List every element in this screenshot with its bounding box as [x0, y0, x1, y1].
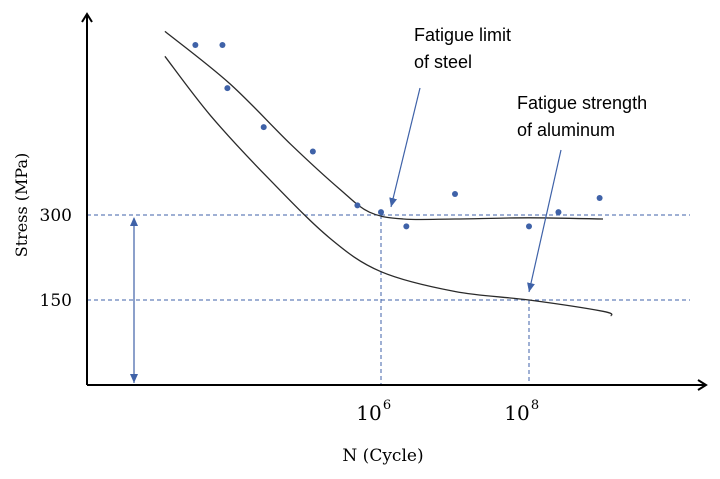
data-point-4	[309, 148, 316, 155]
y-axis-label: Stress (MPa)	[12, 153, 31, 257]
series-curve-1	[164, 30, 604, 221]
annotations: Fatigue limit of steel Fatigue strength of …	[389, 25, 647, 293]
x-tick-label-10-6: 10	[356, 401, 381, 425]
annotation-line-1-1: of aluminum	[517, 120, 615, 140]
annotation-line-1-0: Fatigue strength	[517, 93, 647, 113]
y-tick-label-150: 150	[40, 291, 72, 311]
x-tick-exponent-6: 6	[383, 398, 391, 413]
x-tick-label-10-8: 10	[504, 401, 529, 425]
x-axis-label: N (Cycle)	[342, 446, 423, 466]
data-point-3	[260, 124, 267, 131]
curves	[164, 30, 613, 317]
y-axis-arrowhead	[81, 12, 93, 23]
y-tick-label-300: 300	[40, 206, 72, 226]
x-axis-arrowhead	[697, 379, 708, 391]
data-point-5	[354, 202, 361, 209]
data-points	[192, 42, 603, 230]
annotation-line-0-1: of steel	[414, 52, 472, 72]
annotation-line-0-0: Fatigue limit	[414, 25, 511, 45]
data-point-2	[224, 85, 231, 92]
series-curve-2	[164, 55, 613, 317]
annotation-text-0: Fatigue limit of steel	[414, 25, 511, 72]
data-point-7	[403, 223, 410, 230]
data-point-8	[452, 191, 458, 198]
data-point-11	[596, 195, 603, 201]
annotation-arrow-0	[389, 87, 421, 208]
data-point-9	[526, 223, 532, 230]
data-point-0	[192, 42, 199, 48]
annotation-text-1: Fatigue strength of aluminum	[517, 93, 647, 140]
annotation-arrow-1	[527, 149, 562, 293]
x-tick-exponent-8: 8	[531, 398, 539, 413]
data-point-1	[219, 42, 226, 48]
data-point-10	[555, 209, 562, 216]
reference-lines	[87, 214, 690, 385]
data-point-6	[378, 209, 384, 216]
